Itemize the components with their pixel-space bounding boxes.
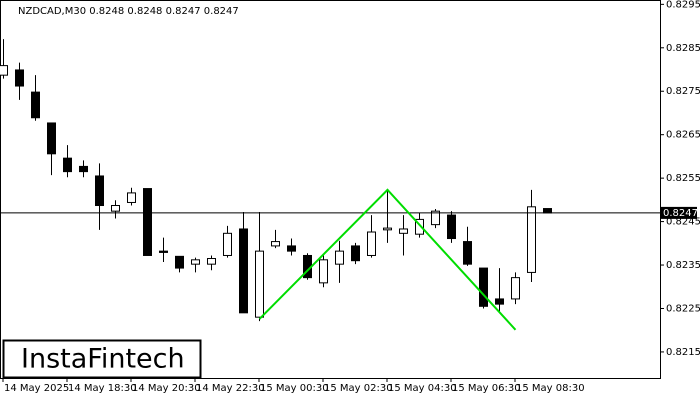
- y-tick-label: 0.8285: [666, 43, 700, 54]
- candle-body: [287, 245, 296, 252]
- y-tick-label: 0.8235: [666, 260, 700, 271]
- x-tick-label: 15 May 08:30: [516, 383, 585, 394]
- candle-body: [47, 122, 56, 155]
- candle-body: [447, 214, 456, 240]
- x-tick-label: 15 May 00:30: [260, 383, 329, 394]
- candle-body: [95, 175, 104, 207]
- candle-body: [159, 250, 168, 253]
- candle-body: [111, 205, 120, 212]
- candle-body: [15, 69, 24, 87]
- pattern-line: [258, 188, 517, 331]
- candle-body: [255, 250, 264, 318]
- candle-body: [271, 241, 280, 247]
- candle-body: [543, 208, 552, 214]
- candle-body: [127, 192, 136, 203]
- x-tick-label: 14 May 2025: [4, 383, 69, 394]
- candle-body: [143, 188, 152, 256]
- candle-body: [367, 231, 376, 256]
- y-tick-label: 0.8255: [666, 173, 700, 184]
- x-tick-label: 15 May 06:30: [452, 383, 521, 394]
- candle-body: [383, 227, 392, 231]
- candle-body: [63, 157, 72, 173]
- candle-body: [207, 258, 216, 265]
- y-tick-label: 0.8265: [666, 130, 700, 141]
- plot-frame: [0, 0, 661, 379]
- candle-body: [335, 250, 344, 265]
- y-tick-label: 0.8245: [666, 217, 700, 228]
- candle-body: [239, 228, 248, 314]
- candle-body: [191, 259, 200, 265]
- candle-body: [79, 165, 88, 173]
- x-tick-label: 14 May 18:30: [68, 383, 137, 394]
- price-label-box: [661, 206, 697, 219]
- x-tick-label: 14 May 20:30: [132, 383, 201, 394]
- candle-body: [31, 91, 40, 119]
- candle-body: [0, 65, 8, 76]
- logo-box: [2, 339, 202, 379]
- candle-body: [511, 277, 520, 300]
- price-label: 0.8247: [663, 208, 698, 219]
- candle-body: [479, 267, 488, 307]
- x-tick-label: 14 May 22:30: [196, 383, 265, 394]
- y-tick-label: 0.8225: [666, 303, 700, 314]
- candle-body: [431, 210, 440, 226]
- chart-title: NZDCAD,M30 0.8248 0.8248 0.8247 0.8247: [18, 6, 239, 17]
- candle-body: [463, 241, 472, 265]
- candle-body: [495, 298, 504, 305]
- logo: InstaFintech: [21, 344, 185, 375]
- candle-body: [223, 232, 232, 256]
- x-tick-label: 15 May 04:30: [388, 383, 457, 394]
- candle-body: [175, 255, 184, 269]
- candle-body: [351, 245, 360, 262]
- candle-body: [527, 206, 536, 273]
- y-tick-label: 0.8275: [666, 86, 700, 97]
- candle-body: [415, 218, 424, 235]
- candle-body: [399, 228, 408, 234]
- x-tick-label: 15 May 02:30: [324, 383, 393, 394]
- candle-body: [319, 259, 328, 284]
- y-tick-label: 0.8215: [666, 347, 700, 358]
- y-tick-label: 0.8295: [666, 0, 700, 10]
